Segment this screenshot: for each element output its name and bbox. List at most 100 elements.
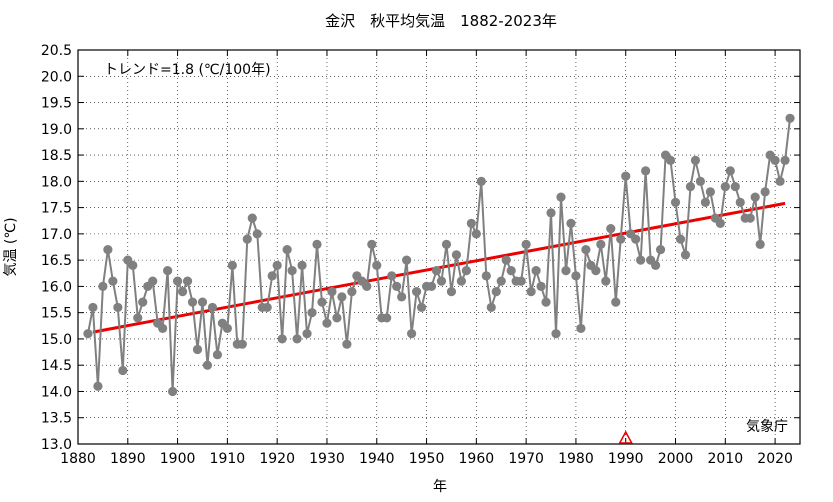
data-point: [347, 287, 357, 297]
data-point: [690, 155, 701, 165]
data-point: [113, 302, 123, 313]
data-point: [760, 187, 770, 197]
data-point: [621, 171, 631, 181]
station-change-triangle: [618, 430, 633, 444]
data-point: [392, 281, 402, 291]
data-point: [431, 266, 442, 276]
data-point: [536, 281, 546, 291]
data-point: [566, 218, 576, 228]
grid-lines: [78, 50, 800, 444]
data-point: [327, 287, 337, 297]
data-point: [337, 292, 347, 302]
data-point: [720, 181, 730, 192]
data-point: [397, 292, 407, 302]
data-point: [98, 281, 108, 291]
y-tick-label: 15.5: [41, 306, 72, 322]
y-tick-label: 17.5: [41, 201, 72, 217]
data-point: [636, 255, 646, 265]
data-point: [581, 245, 591, 255]
data-point: [745, 213, 755, 223]
data-point: [192, 344, 203, 355]
data-point: [541, 297, 551, 307]
data-point: [83, 329, 93, 339]
data-point: [516, 276, 526, 286]
x-tick-label: 1930: [309, 451, 345, 467]
data-point: [596, 239, 606, 249]
data-point: [685, 181, 696, 192]
x-tick-label: 1880: [60, 451, 96, 467]
data-point: [426, 281, 437, 291]
data-point: [182, 276, 193, 286]
data-point: [207, 302, 218, 313]
data-point: [187, 297, 198, 307]
data-point: [312, 239, 322, 249]
x-tick-label: 2000: [658, 451, 694, 467]
data-point: [382, 313, 392, 323]
data-point: [262, 302, 272, 313]
data-point: [481, 271, 491, 281]
x-tick-label: 2010: [707, 451, 743, 467]
y-tick-label: 20.0: [41, 69, 72, 85]
chart-title: 金沢 秋平均気温 1882-2023年: [325, 12, 557, 30]
data-point: [616, 234, 626, 244]
data-point: [551, 329, 561, 339]
x-tick-label: 1990: [608, 451, 644, 467]
data-point: [531, 266, 541, 276]
data-point: [277, 334, 287, 344]
data-point: [611, 297, 621, 307]
data-point: [128, 260, 138, 270]
data-point: [342, 339, 352, 349]
data-point: [282, 245, 292, 255]
data-point: [486, 302, 496, 313]
y-tick-label: 15.0: [41, 332, 72, 348]
data-point: [362, 281, 372, 291]
data-point: [163, 266, 173, 276]
data-point: [227, 260, 237, 270]
data-point: [641, 166, 651, 176]
y-tick-label: 13.0: [41, 437, 72, 453]
data-point: [93, 381, 103, 391]
data-point: [675, 234, 686, 244]
data-point: [521, 239, 531, 249]
data-point: [556, 192, 566, 202]
data-point: [242, 234, 252, 244]
data-point: [172, 276, 183, 286]
x-tick-label: 1940: [359, 451, 395, 467]
data-point: [302, 329, 312, 339]
data-point: [700, 197, 710, 207]
data-point: [496, 276, 506, 286]
data-point: [88, 302, 98, 313]
data-point: [197, 297, 208, 307]
data-point: [785, 113, 795, 123]
data-point: [212, 350, 223, 360]
y-tick-label: 14.0: [41, 384, 72, 400]
data-point: [332, 313, 342, 323]
station-change-marker: [618, 430, 633, 444]
source-label: 気象庁: [746, 419, 788, 435]
data-point: [546, 208, 556, 218]
series-line: [87, 118, 791, 392]
data-point: [446, 287, 457, 297]
data-point: [506, 266, 516, 276]
x-tick-label: 1970: [508, 451, 544, 467]
data-point: [148, 276, 158, 286]
x-tick-label: 1920: [259, 451, 295, 467]
data-point: [322, 318, 332, 328]
data-point: [138, 297, 148, 307]
data-point: [491, 287, 501, 297]
data-point: [730, 181, 740, 192]
data-point: [177, 287, 188, 297]
data-point: [775, 176, 785, 186]
data-point: [680, 250, 691, 260]
x-tick-label: 1900: [160, 451, 196, 467]
data-point: [501, 255, 511, 265]
data-point: [571, 271, 581, 281]
data-point: [591, 266, 601, 276]
y-tick-label: 16.5: [41, 253, 72, 269]
plot-frame: [77, 49, 801, 445]
data-point: [252, 229, 262, 239]
data-points: [83, 113, 795, 397]
x-axis-ticks: 1880 1890 1900 1910 1920 1930 1940 1950 1960 1970…: [60, 50, 793, 467]
data-point: [601, 276, 611, 286]
